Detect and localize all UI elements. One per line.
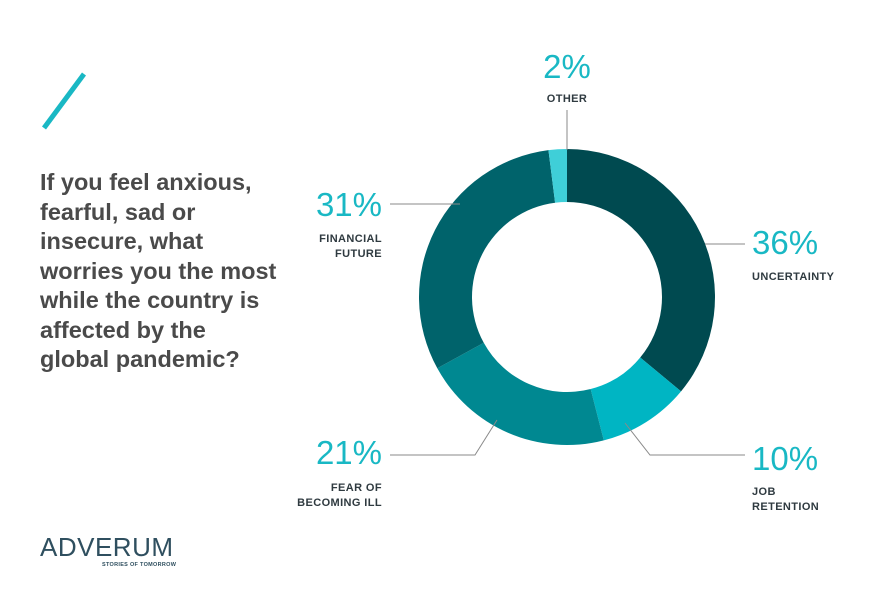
slice-fear-of-becoming-ill: [437, 342, 604, 445]
value-label-uncertainty: 36%: [752, 224, 818, 261]
slice-financial-future: [419, 150, 556, 369]
logo-word: ADVERUM: [40, 532, 174, 562]
category-label-job-retention: JOB: [752, 486, 776, 498]
slice-other: [548, 149, 567, 203]
slice-job-retention: [590, 357, 682, 441]
category-label-financial-future: FINANCIAL: [319, 233, 382, 245]
category-label-fear-of-becoming-ill: FEAR OF: [331, 482, 382, 494]
category-label-fear-of-becoming-ill: BECOMING ILL: [297, 497, 382, 509]
adverum-logo: ADVERUM STORIES OF TOMORROW: [40, 533, 180, 573]
value-label-job-retention: 10%: [752, 440, 818, 477]
category-label-job-retention: RETENTION: [752, 501, 819, 513]
category-label-financial-future: FUTURE: [335, 248, 382, 260]
value-label-financial-future: 31%: [316, 186, 382, 223]
value-label-fear-of-becoming-ill: 21%: [316, 434, 382, 471]
category-label-other: OTHER: [547, 93, 588, 105]
survey-question: If you feel anxious, fearful, sad or ins…: [40, 169, 277, 372]
category-label-uncertainty: UNCERTAINTY: [752, 271, 835, 283]
slice-uncertainty: [567, 149, 715, 392]
leader-line-job-retention: [624, 422, 745, 456]
logo-tagline: STORIES OF TOMORROW: [102, 562, 177, 568]
leader-line-fear-of-becoming-ill: [390, 419, 498, 456]
slash-accent-icon: [41, 72, 87, 130]
value-label-other: 2%: [543, 48, 591, 85]
